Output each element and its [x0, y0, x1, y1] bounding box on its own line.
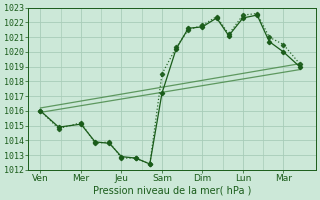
- X-axis label: Pression niveau de la mer( hPa ): Pression niveau de la mer( hPa ): [93, 186, 251, 196]
